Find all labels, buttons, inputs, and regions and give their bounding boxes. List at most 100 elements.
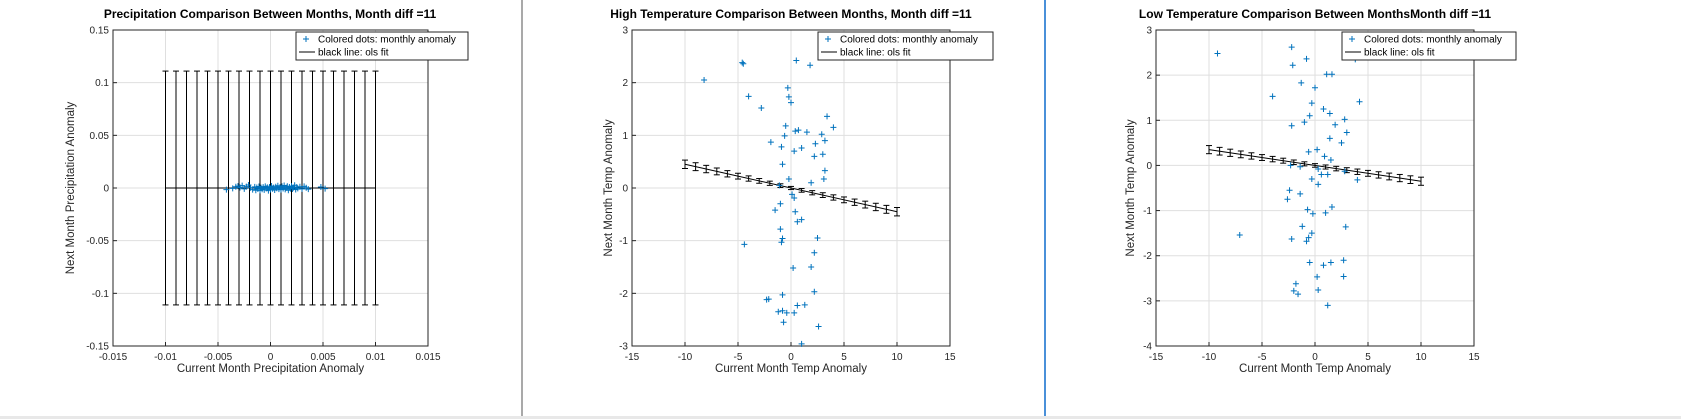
data-point — [778, 239, 785, 246]
data-point — [1297, 190, 1304, 197]
data-point — [821, 167, 828, 174]
legend-marker-plus — [303, 36, 309, 42]
y-tick-label: -3 — [619, 342, 628, 353]
data-point — [779, 291, 786, 298]
data-point — [1299, 223, 1306, 230]
data-point — [1303, 238, 1310, 245]
data-point — [811, 153, 818, 160]
legend-marker-plus — [825, 36, 831, 42]
data-point — [1306, 259, 1313, 266]
data-point — [820, 176, 827, 183]
panel-divider-left[interactable] — [521, 0, 523, 419]
legend-entry: black line: ols fit — [1364, 48, 1435, 59]
x-tick-label: 10 — [891, 352, 903, 363]
data-point — [811, 249, 818, 256]
data-point — [1342, 223, 1349, 230]
data-point — [1288, 236, 1295, 243]
legend-box — [1341, 31, 1517, 61]
data-point — [808, 179, 815, 186]
data-point — [1292, 280, 1299, 287]
y-tick-label: 0.15 — [90, 26, 110, 37]
y-tick-label: -0.15 — [86, 342, 109, 353]
ols-fit-line — [684, 163, 898, 213]
data-point — [1321, 153, 1328, 160]
x-tick-label: 0 — [788, 352, 794, 363]
low-temp-chart: Low Temperature Comparison Between Month… — [1125, 7, 1517, 375]
data-point — [1315, 287, 1322, 294]
data-point — [322, 185, 329, 192]
y-tick-label: 0 — [1146, 161, 1152, 172]
x-tick-label: 15 — [1468, 352, 1480, 363]
data-point — [1298, 79, 1305, 86]
y-tick-label: -0.1 — [92, 289, 110, 300]
data-point — [830, 124, 837, 131]
data-point — [807, 62, 814, 69]
precipitation-chart-panel: Precipitation Comparison Between Months,… — [0, 0, 521, 419]
panel-divider-right[interactable] — [1044, 0, 1046, 419]
y-axis-label: Next Month Temp Anomaly — [603, 119, 615, 256]
data-point — [779, 307, 786, 314]
data-point — [1328, 203, 1335, 210]
data-point — [795, 127, 802, 134]
data-point — [1312, 84, 1318, 91]
data-point — [1327, 157, 1334, 164]
data-point — [790, 265, 797, 272]
data-point — [1286, 187, 1293, 194]
data-point — [1306, 112, 1313, 119]
data-point — [791, 195, 798, 202]
data-point — [794, 302, 801, 309]
data-point — [1341, 168, 1348, 175]
data-point — [1308, 230, 1315, 237]
y-tick-label: -1 — [619, 236, 628, 247]
data-point — [1304, 206, 1311, 213]
data-point — [1269, 93, 1276, 100]
x-tick-label: -5 — [734, 352, 743, 363]
data-point — [767, 139, 774, 146]
data-point — [305, 186, 312, 193]
data-point — [1288, 122, 1295, 129]
x-tick-label: 5 — [1365, 352, 1371, 363]
data-point — [780, 319, 787, 326]
data-point — [758, 104, 765, 111]
data-point — [821, 137, 828, 144]
x-tick-label: 0 — [1312, 352, 1318, 363]
data-point — [791, 148, 798, 155]
y-axis-label: Next Month Precipitation Anomaly — [65, 101, 77, 274]
data-point — [1323, 71, 1330, 78]
x-tick-label: 10 — [1415, 352, 1427, 363]
data-point — [229, 185, 236, 192]
x-tick-label: -5 — [1258, 352, 1267, 363]
x-tick-label: -0.005 — [204, 352, 233, 363]
data-point — [783, 309, 790, 316]
data-point — [1338, 139, 1345, 146]
data-point — [739, 59, 746, 66]
data-point — [801, 301, 808, 308]
data-point — [1318, 171, 1325, 178]
data-point — [815, 323, 822, 330]
window-bottom-edge — [0, 416, 1681, 419]
data-point — [1315, 181, 1322, 188]
y-tick-label: 0.05 — [90, 131, 110, 142]
data-point — [776, 182, 783, 189]
data-point — [818, 131, 825, 138]
data-point — [1326, 135, 1333, 142]
legend-marker-plus — [1349, 36, 1355, 42]
data-point — [701, 77, 708, 84]
data-point — [1314, 273, 1321, 280]
y-tick-label: 0.1 — [95, 78, 109, 89]
y-tick-label: -2 — [1143, 251, 1152, 262]
y-tick-label: 2 — [622, 78, 628, 89]
x-axis-label: Current Month Temp Anomaly — [715, 363, 867, 375]
data-point — [1327, 259, 1334, 266]
data-point — [791, 309, 798, 316]
data-point — [1288, 44, 1295, 51]
data-point — [775, 308, 782, 315]
data-point — [223, 186, 230, 193]
y-tick-label: -3 — [1143, 296, 1152, 307]
data-point — [1356, 98, 1363, 105]
data-point — [777, 226, 784, 233]
data-point — [1301, 119, 1308, 126]
data-point — [781, 132, 788, 139]
data-point — [1324, 302, 1331, 309]
legend-box — [295, 31, 469, 61]
